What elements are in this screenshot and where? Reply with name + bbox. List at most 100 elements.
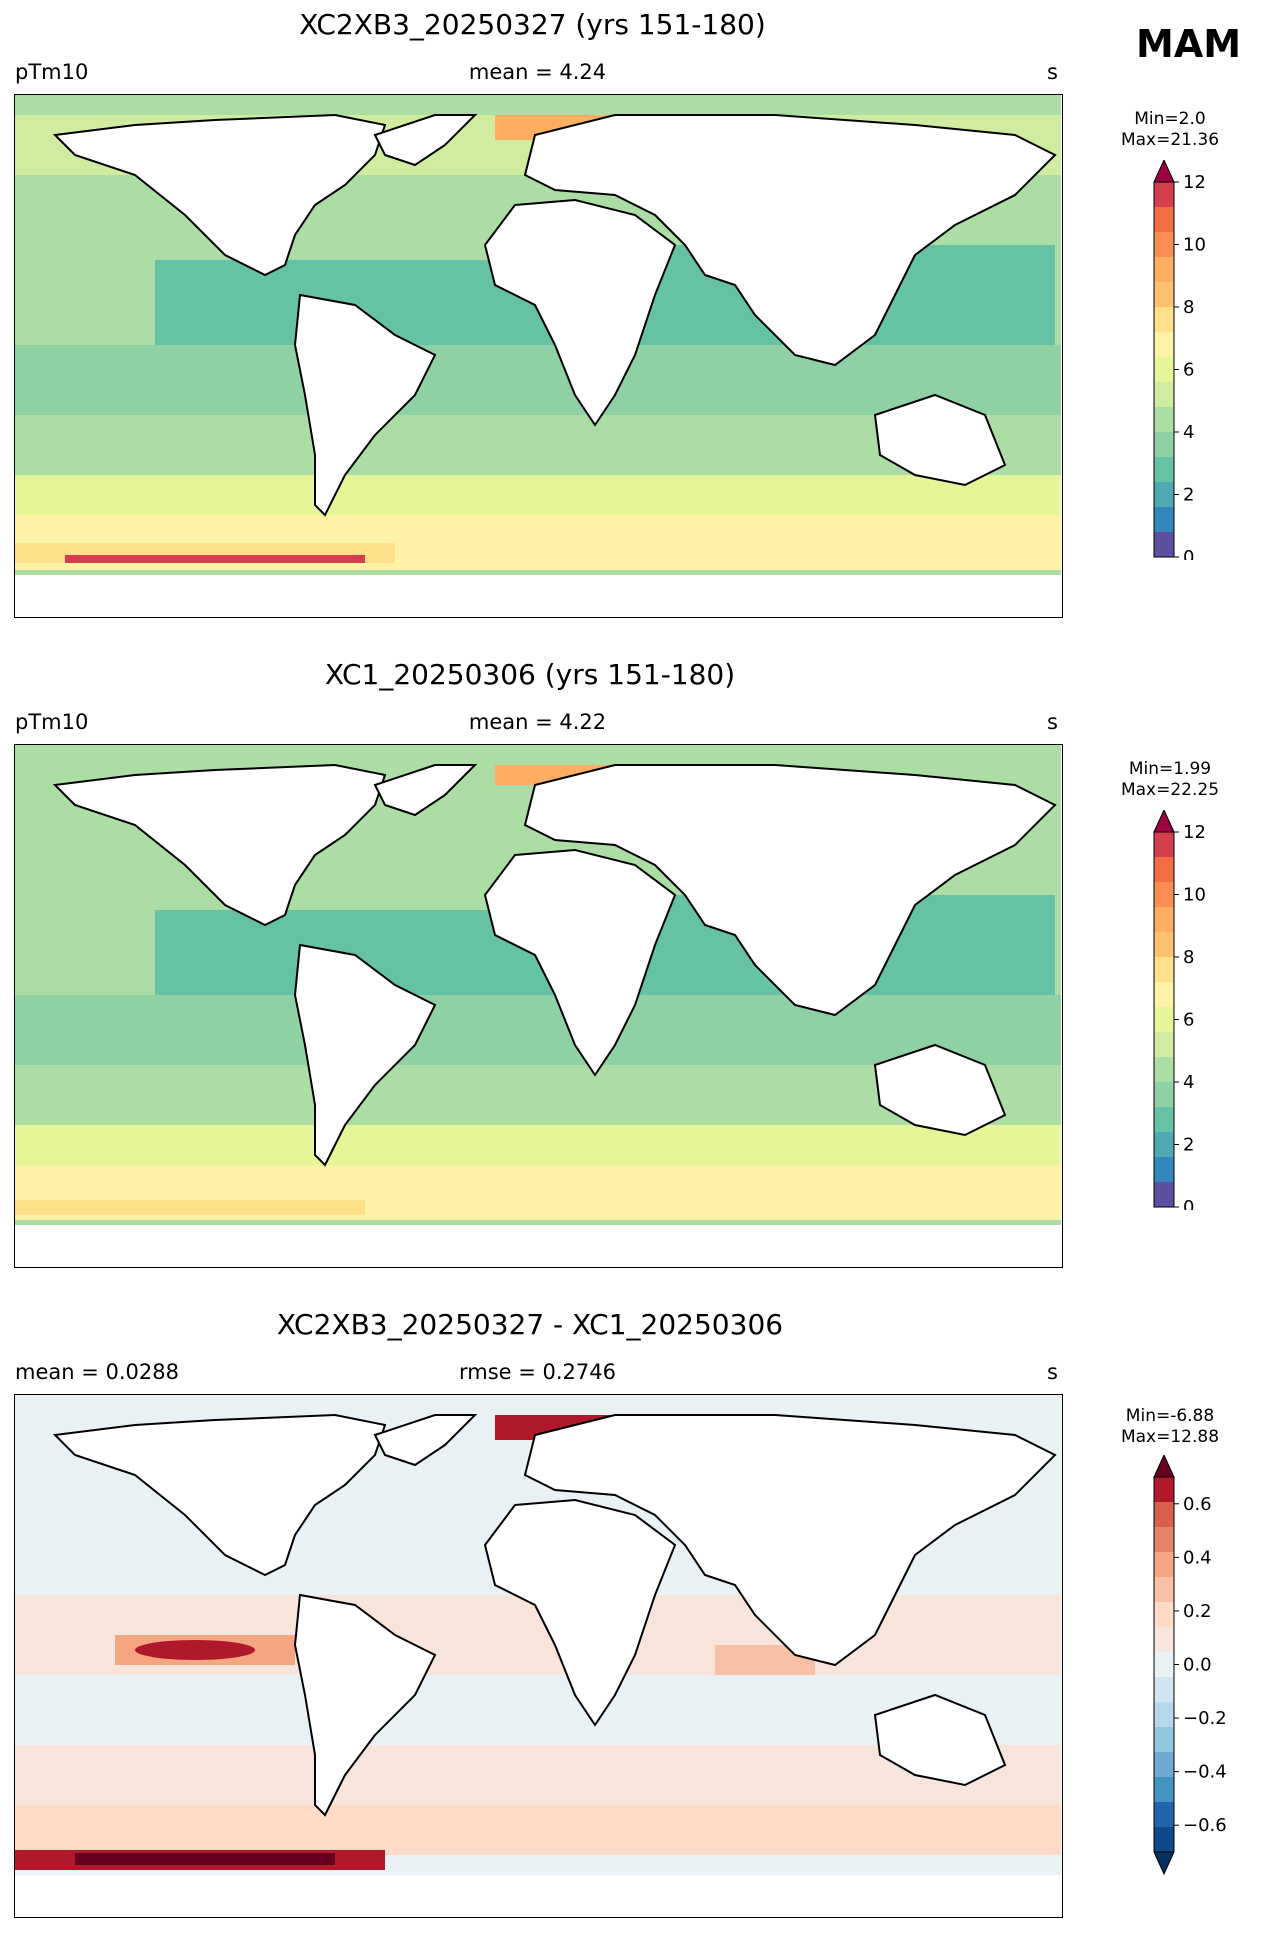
- panel3-colorbar-tick-label: 0.6: [1183, 1494, 1212, 1515]
- ocean-band-ice-edge: [65, 555, 365, 563]
- ocean-band-subtropic-s: [15, 345, 1061, 415]
- panel3-colorbar-segment: [1154, 1552, 1174, 1578]
- panel1-colorbar-tick-label: 2: [1183, 485, 1194, 506]
- panel3-colorbar-segment: [1154, 1502, 1174, 1528]
- diff-ice-edge-max: [75, 1853, 335, 1865]
- panel3-colorbar-segment: [1154, 1477, 1174, 1503]
- panel2-colorbar-tick-label: 12: [1183, 822, 1206, 843]
- panel2-colorbar-segment: [1154, 1182, 1174, 1208]
- ocean-band-subtropic-s: [15, 995, 1061, 1065]
- panel2-map: [14, 744, 1063, 1268]
- panel3-colorbar-segment: [1154, 1677, 1174, 1703]
- panel1-variable-label: pTm10: [15, 60, 89, 84]
- coastlines: [52, 113, 1057, 517]
- panel3-colorbar-segment: [1154, 1777, 1174, 1803]
- panel1-colorbar-tick-label: 12: [1183, 172, 1206, 193]
- panel1-mean-label: mean = 4.24: [468, 60, 607, 84]
- panel2-map-svg: [15, 745, 1061, 1266]
- panel3-colorbar-segment: [1154, 1802, 1174, 1828]
- panel2-colorbar-segment: [1154, 1107, 1174, 1133]
- panel2-title: XC1_20250306 (yrs 151-180): [324, 658, 736, 691]
- panel1-colorbar-tick-label: 4: [1183, 422, 1194, 443]
- panel1-colorbar: 0 2 4 6 8 10 12: [1153, 160, 1206, 560]
- panel2-colorbar-tick-label: 10: [1183, 885, 1206, 906]
- panel2-colorbar-segment: [1154, 957, 1174, 983]
- panel2-colorbar-segment: [1154, 1082, 1174, 1108]
- panel1-colorbar-segment: [1154, 382, 1174, 408]
- panel3-colorbar-tick-label: −0.2: [1183, 1708, 1227, 1729]
- panel2-units-label: s: [1047, 710, 1058, 734]
- antarctica: [15, 1875, 1061, 1916]
- panel2-colorbar-tick-label: 2: [1183, 1135, 1194, 1156]
- panel2-colorbar-tick-label: 8: [1183, 947, 1194, 968]
- ocean-band-southern: [15, 475, 1061, 515]
- panel3-colorbar-segment: [1154, 1627, 1174, 1653]
- panel2-colorbar-segment: [1154, 1007, 1174, 1033]
- season-label: MAM: [1136, 22, 1242, 66]
- diff-band-southern: [15, 1805, 1061, 1855]
- panel1-colorbar-segment: [1154, 507, 1174, 533]
- panel1-colorbar-segment: [1154, 532, 1174, 558]
- panel2-colorbar-segment: [1154, 982, 1174, 1008]
- panel3-map-svg: [15, 1395, 1061, 1916]
- panel1-colorbar-segment: [1154, 207, 1174, 233]
- panel2-colorbar-tick-label: 6: [1183, 1010, 1194, 1031]
- panel3-rmse-label: rmse = 0.2746: [458, 1360, 616, 1384]
- panel2-colorbar-tick-label: 0: [1183, 1197, 1194, 1210]
- panel1-colorbar-segment: [1154, 257, 1174, 283]
- panel2-colorbar-tick-label: 4: [1183, 1072, 1194, 1093]
- panel3-units-label: s: [1047, 1360, 1058, 1384]
- panel3-colorbar-segment: [1154, 1702, 1174, 1728]
- panel1-units-label: s: [1047, 60, 1058, 84]
- panel1-title: XC2XB3_20250327 (yrs 151-180): [299, 8, 766, 41]
- panel1-colorbar-segment: [1154, 307, 1174, 333]
- panel1-colorbar-segment: [1154, 407, 1174, 433]
- panel3-colorbar-extend-low: [1153, 1851, 1175, 1875]
- panel3-colorbar-segment: [1154, 1577, 1174, 1603]
- coastlines: [52, 763, 1057, 1167]
- panel1-colorbar-extend-high: [1153, 160, 1175, 183]
- panel2-colorbar: 0 2 4 6 8 10 12: [1153, 810, 1206, 1210]
- panel1-map: [14, 94, 1063, 618]
- panel1-colorbar-segment: [1154, 282, 1174, 308]
- panel2-min-label: Min=1.99: [1128, 759, 1212, 779]
- panel1-min-label: Min=2.0: [1134, 109, 1206, 129]
- panel1-colorbar-tick-label: 10: [1183, 235, 1206, 256]
- panel3-colorbar-tick-label: 0.0: [1183, 1655, 1212, 1676]
- panel3-colorbar-segment: [1154, 1827, 1174, 1853]
- panel1-colorbar-segment: [1154, 357, 1174, 383]
- panel2-mean-label: mean = 4.22: [468, 710, 607, 734]
- panel3-min-label: Min=-6.88: [1125, 1406, 1215, 1426]
- panel3-colorbar-tick-label: 0.4: [1183, 1547, 1212, 1568]
- panel1-colorbar-segment: [1154, 457, 1174, 483]
- panel1-colorbar-segment: [1154, 232, 1174, 258]
- panel3-colorbar-segment: [1154, 1527, 1174, 1553]
- panel2-colorbar-segment: [1154, 1032, 1174, 1058]
- panel1-max-label: Max=21.36: [1120, 130, 1220, 150]
- panel2-colorbar-segment: [1154, 882, 1174, 908]
- coastlines: [52, 1413, 1057, 1817]
- panel2-colorbar-segment: [1154, 907, 1174, 933]
- panel2-colorbar-segment: [1154, 832, 1174, 858]
- panel1-colorbar-segment: [1154, 332, 1174, 358]
- ocean-band-southern: [15, 1125, 1061, 1165]
- panel2-max-label: Max=22.25: [1120, 780, 1220, 800]
- panel1-map-svg: [15, 95, 1061, 616]
- antarctica: [15, 575, 1061, 616]
- panel1-colorbar-segment: [1154, 432, 1174, 458]
- panel1-colorbar-tick-label: 0: [1183, 547, 1194, 560]
- panel2-colorbar-segment: [1154, 1057, 1174, 1083]
- panel3-colorbar-segment: [1154, 1752, 1174, 1778]
- panel3-colorbar-segment: [1154, 1652, 1174, 1678]
- ocean-band-antarctic-edge: [15, 1200, 365, 1215]
- panel1-colorbar-segment: [1154, 182, 1174, 208]
- panel3-colorbar-segment: [1154, 1727, 1174, 1753]
- panel2-colorbar-segment: [1154, 1132, 1174, 1158]
- panel3-colorbar-tick-label: 0.2: [1183, 1601, 1212, 1622]
- antarctica: [15, 1225, 1061, 1266]
- panel3-colorbar-extend-high: [1153, 1455, 1175, 1478]
- panel3-max-label: Max=12.88: [1120, 1427, 1220, 1447]
- panel2-colorbar-segment: [1154, 857, 1174, 883]
- diff-pacific-max: [135, 1640, 255, 1660]
- panel3-colorbar-tick-label: −0.6: [1183, 1815, 1227, 1836]
